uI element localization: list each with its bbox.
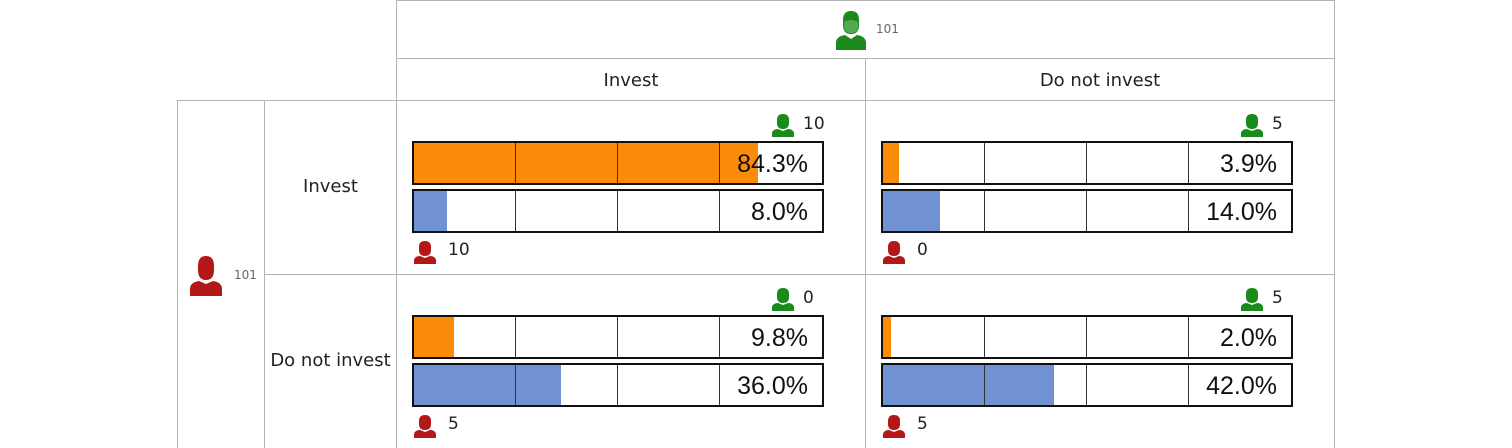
blue-bar: 8.0%: [412, 189, 824, 233]
orange-bar-fill: [883, 143, 899, 183]
grid-line: [396, 0, 397, 448]
bar-divider: [515, 191, 516, 231]
red-count: 5: [917, 414, 928, 434]
orange-bar: 2.0%: [881, 315, 1293, 359]
green-count: 10: [803, 114, 825, 134]
green-count: 5: [1272, 288, 1283, 308]
bar-divider: [719, 365, 720, 405]
bar-divider: [515, 317, 516, 357]
bar-divider: [984, 317, 985, 357]
grid-line: [396, 0, 1335, 1]
green-person-icon: [1241, 114, 1263, 137]
bar-divider: [1086, 191, 1087, 231]
green-person-icon: [772, 288, 794, 311]
blue-percentage: 42.0%: [1206, 372, 1277, 400]
green-count: 0: [803, 288, 814, 308]
blue-bar: 42.0%: [881, 363, 1293, 407]
orange-bar-fill: [883, 317, 892, 357]
green-count: 5: [1272, 114, 1283, 134]
red-person-icon: [883, 415, 905, 438]
bar-divider: [515, 143, 516, 183]
column-header-invest: Invest: [603, 70, 659, 91]
column-header-do-not-invest: Do not invest: [1039, 70, 1161, 91]
grid-line: [177, 100, 178, 448]
red-count: 10: [448, 240, 470, 260]
bar-divider: [719, 317, 720, 357]
bar-divider: [1086, 143, 1087, 183]
red-count: 0: [917, 240, 928, 260]
red-person-icon: [414, 415, 436, 438]
bar-divider: [617, 143, 618, 183]
orange-percentage: 3.9%: [1220, 150, 1277, 178]
blue-percentage: 36.0%: [737, 372, 808, 400]
red-person-icon: [414, 241, 436, 264]
bar-divider: [1188, 143, 1189, 183]
bar-divider: [617, 317, 618, 357]
blue-bar-fill: [414, 191, 447, 231]
bar-divider: [719, 191, 720, 231]
blue-bar-fill: [883, 191, 941, 231]
red-person-icon: [883, 241, 905, 264]
grid-line: [264, 100, 265, 448]
orange-bar: 9.8%: [412, 315, 824, 359]
green-person-icon: [836, 11, 866, 50]
bar-divider: [617, 191, 618, 231]
bar-divider: [1188, 191, 1189, 231]
grid-line: [1334, 0, 1335, 448]
orange-percentage: 9.8%: [751, 324, 808, 352]
blue-percentage: 8.0%: [751, 198, 808, 226]
grid-line: [265, 274, 1335, 275]
blue-bar: 36.0%: [412, 363, 824, 407]
orange-bar-fill: [414, 143, 758, 183]
orange-bar: 3.9%: [881, 141, 1293, 185]
blue-bar-fill: [414, 365, 561, 405]
bar-divider: [1086, 365, 1087, 405]
blue-bar: 14.0%: [881, 189, 1293, 233]
bar-divider: [1086, 317, 1087, 357]
bar-divider: [617, 365, 618, 405]
row-header-do-not-invest: Do not invest: [270, 350, 391, 371]
bar-divider: [719, 143, 720, 183]
green-person-icon: [772, 114, 794, 137]
red-count: 5: [448, 414, 459, 434]
orange-percentage: 84.3%: [737, 150, 808, 178]
orange-bar: 84.3%: [412, 141, 824, 185]
bar-divider: [515, 365, 516, 405]
bar-divider: [984, 365, 985, 405]
blue-percentage: 14.0%: [1206, 198, 1277, 226]
green-person-icon: [1241, 288, 1263, 311]
orange-bar-fill: [414, 317, 454, 357]
red-person-icon: [190, 256, 222, 296]
bar-divider: [984, 191, 985, 231]
bar-divider: [1188, 365, 1189, 405]
column-player-count: 101: [876, 22, 899, 36]
grid-line: [177, 100, 1335, 101]
blue-bar-fill: [883, 365, 1055, 405]
row-player-count: 101: [234, 268, 257, 282]
row-header-invest: Invest: [303, 176, 358, 197]
grid-line: [865, 58, 866, 448]
orange-percentage: 2.0%: [1220, 324, 1277, 352]
bar-divider: [1188, 317, 1189, 357]
bar-divider: [984, 143, 985, 183]
